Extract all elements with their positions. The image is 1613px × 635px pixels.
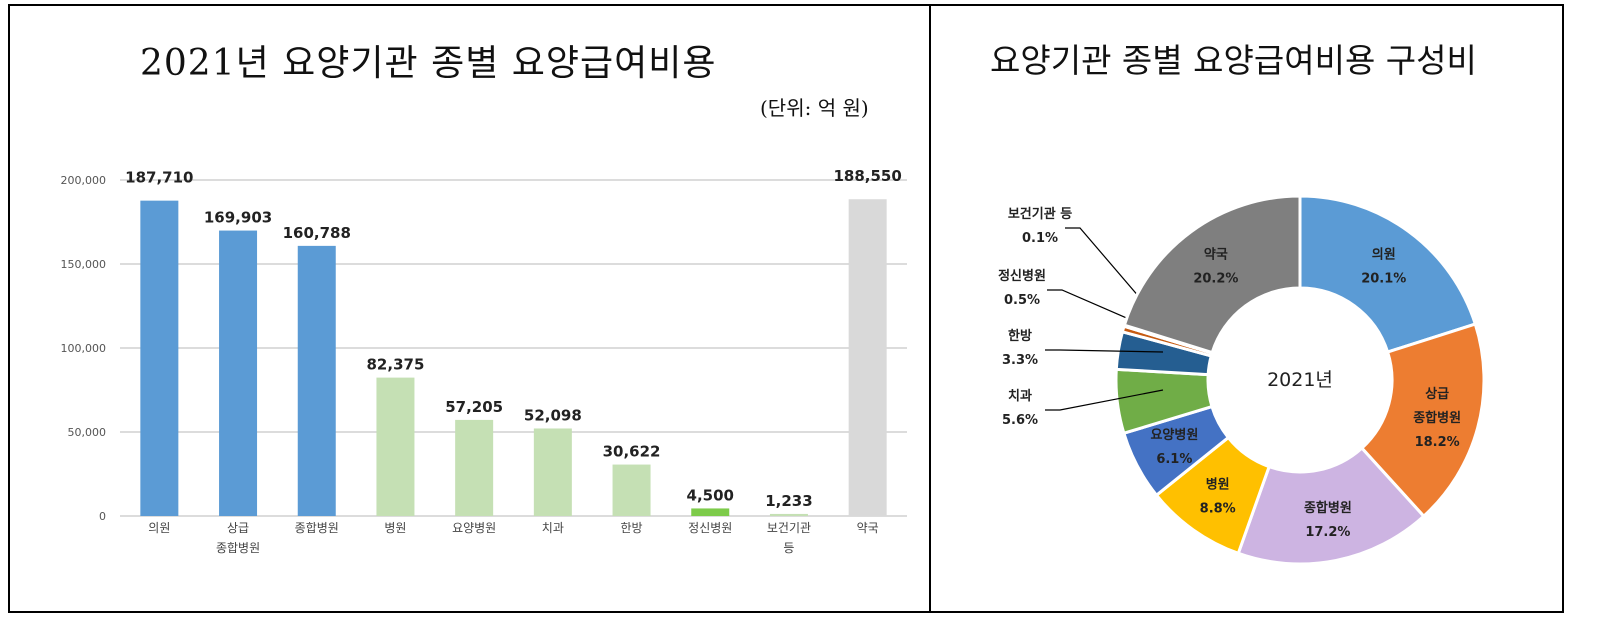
slice-percent: 18.2% <box>1415 435 1460 450</box>
slice-percent: 17.2% <box>1305 525 1350 540</box>
unit-label: (단위: 억 원) <box>760 96 869 120</box>
donut-slice <box>1298 194 1478 354</box>
data-label: 4,500 <box>687 486 734 504</box>
x-tick-label: 상급 <box>227 521 249 535</box>
y-tick-label: 150,000 <box>61 258 107 271</box>
slice-percent: 20.1% <box>1361 271 1406 286</box>
x-tick-label: 정신병원 <box>688 521 732 535</box>
x-tick-label: 치과 <box>542 521 564 535</box>
donut-slice <box>1236 445 1426 566</box>
bar <box>848 199 887 516</box>
donut-slice <box>1359 322 1486 519</box>
y-tick-label: 200,000 <box>61 174 107 187</box>
x-tick-label: 등 <box>783 541 794 555</box>
y-tick-label: 50,000 <box>68 426 107 439</box>
data-label: 30,622 <box>603 443 661 461</box>
slice-name: 상급 <box>1425 387 1449 402</box>
data-label: 188,550 <box>833 167 901 185</box>
bar <box>219 230 258 516</box>
data-label: 52,098 <box>524 406 582 424</box>
slice-name: 요양병원 <box>1150 427 1198 443</box>
data-label: 57,205 <box>445 398 503 416</box>
bar <box>376 377 415 516</box>
donut-slice <box>1122 194 1302 355</box>
data-label: 160,788 <box>283 224 351 242</box>
slice-percent: 8.8% <box>1200 502 1236 517</box>
data-label: 82,375 <box>367 356 425 374</box>
bar <box>691 508 730 516</box>
slice-name: 보건기관 등 <box>1008 206 1072 222</box>
y-tick-label: 100,000 <box>61 342 107 355</box>
slice-name: 약국 <box>1204 247 1228 263</box>
slice-name: 의원 <box>1372 246 1396 262</box>
data-label: 1,233 <box>765 492 812 510</box>
x-tick-label: 종합병원 <box>295 521 339 535</box>
x-tick-label: 한방 <box>621 521 643 535</box>
leader-line <box>1045 389 1164 411</box>
leader-line <box>1045 349 1164 353</box>
slice-percent: 5.6% <box>1002 413 1038 428</box>
x-tick-label: 의원 <box>148 521 170 535</box>
x-tick-label: 보건기관 <box>767 521 811 535</box>
slice-percent: 0.5% <box>1004 293 1040 308</box>
bar-chart-title: 2021년 요양기관 종별 요양급여비용 <box>140 43 717 84</box>
panel-divider <box>929 4 931 613</box>
slice-percent: 6.1% <box>1156 452 1192 467</box>
donut-center-label: 2021년 <box>1267 369 1333 391</box>
slice-name: 종합병원 <box>1304 500 1352 516</box>
bar <box>297 245 336 516</box>
slice-name: 종합병원 <box>1413 410 1461 426</box>
x-tick-label: 약국 <box>857 520 879 535</box>
bar <box>769 513 808 516</box>
slice-percent: 20.2% <box>1193 272 1238 287</box>
data-label: 187,710 <box>125 169 193 187</box>
donut-chart-title: 요양기관 종별 요양급여비용 구성비 <box>990 41 1477 80</box>
x-tick-label: 요양병원 <box>452 521 496 535</box>
x-tick-label: 병원 <box>384 521 406 535</box>
data-label: 169,903 <box>204 209 272 227</box>
frame <box>8 4 1564 613</box>
y-tick-label: 0 <box>99 510 106 523</box>
slice-name: 치과 <box>1008 388 1032 404</box>
slice-name: 병원 <box>1206 477 1230 493</box>
bar <box>140 200 179 516</box>
slice-name: 한방 <box>1008 328 1032 344</box>
slice-name: 정신병원 <box>998 268 1046 284</box>
slice-percent: 3.3% <box>1002 353 1038 368</box>
x-tick-label: 종합병원 <box>216 541 260 555</box>
bar <box>533 428 572 516</box>
slice-percent: 0.1% <box>1022 231 1058 246</box>
bar <box>455 419 494 516</box>
bar <box>612 464 651 516</box>
